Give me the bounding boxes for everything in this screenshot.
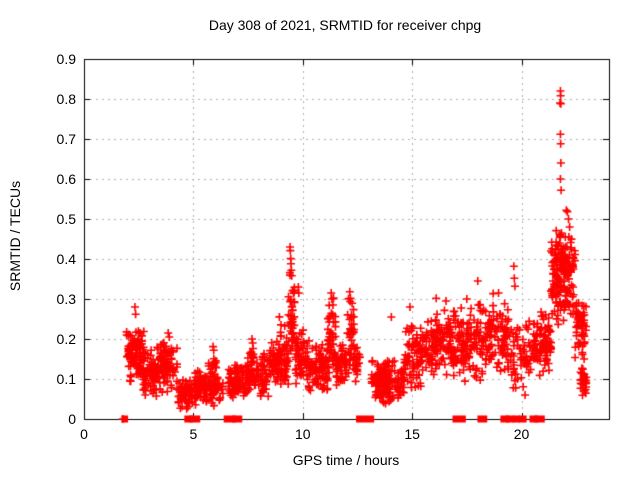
x-axis-label: GPS time / hours — [292, 452, 400, 468]
y-tick-label: 0.1 — [56, 371, 76, 387]
x-tick-label: 15 — [404, 426, 420, 442]
y-tick-label: 0.4 — [56, 251, 76, 267]
y-tick-label: 0.3 — [56, 291, 76, 307]
y-tick-label: 0.2 — [56, 331, 76, 347]
y-tick-label: 0 — [68, 411, 76, 427]
y-tick-label: 0.8 — [56, 91, 76, 107]
y-axis-label: SRMTID / TECUs — [7, 180, 23, 292]
chart-title: Day 308 of 2021, SRMTID for receiver chp… — [208, 17, 482, 33]
y-tick-label: 0.5 — [56, 211, 76, 227]
x-tick-label: 10 — [294, 426, 311, 442]
y-tick-label: 0.7 — [56, 131, 76, 147]
x-tick-label: 5 — [189, 426, 198, 442]
y-tick-label: 0.9 — [56, 51, 76, 67]
x-tick-label: 20 — [513, 426, 530, 442]
y-tick-label: 0.6 — [56, 171, 76, 187]
x-tick-label: 0 — [80, 426, 88, 442]
